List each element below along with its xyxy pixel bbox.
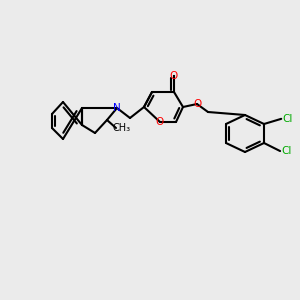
Text: O: O (170, 71, 178, 81)
Text: O: O (194, 99, 202, 109)
Text: O: O (156, 117, 164, 127)
Text: Cl: Cl (281, 146, 291, 156)
Text: CH₃: CH₃ (113, 123, 131, 133)
Text: N: N (113, 103, 121, 113)
Text: Cl: Cl (282, 114, 292, 124)
